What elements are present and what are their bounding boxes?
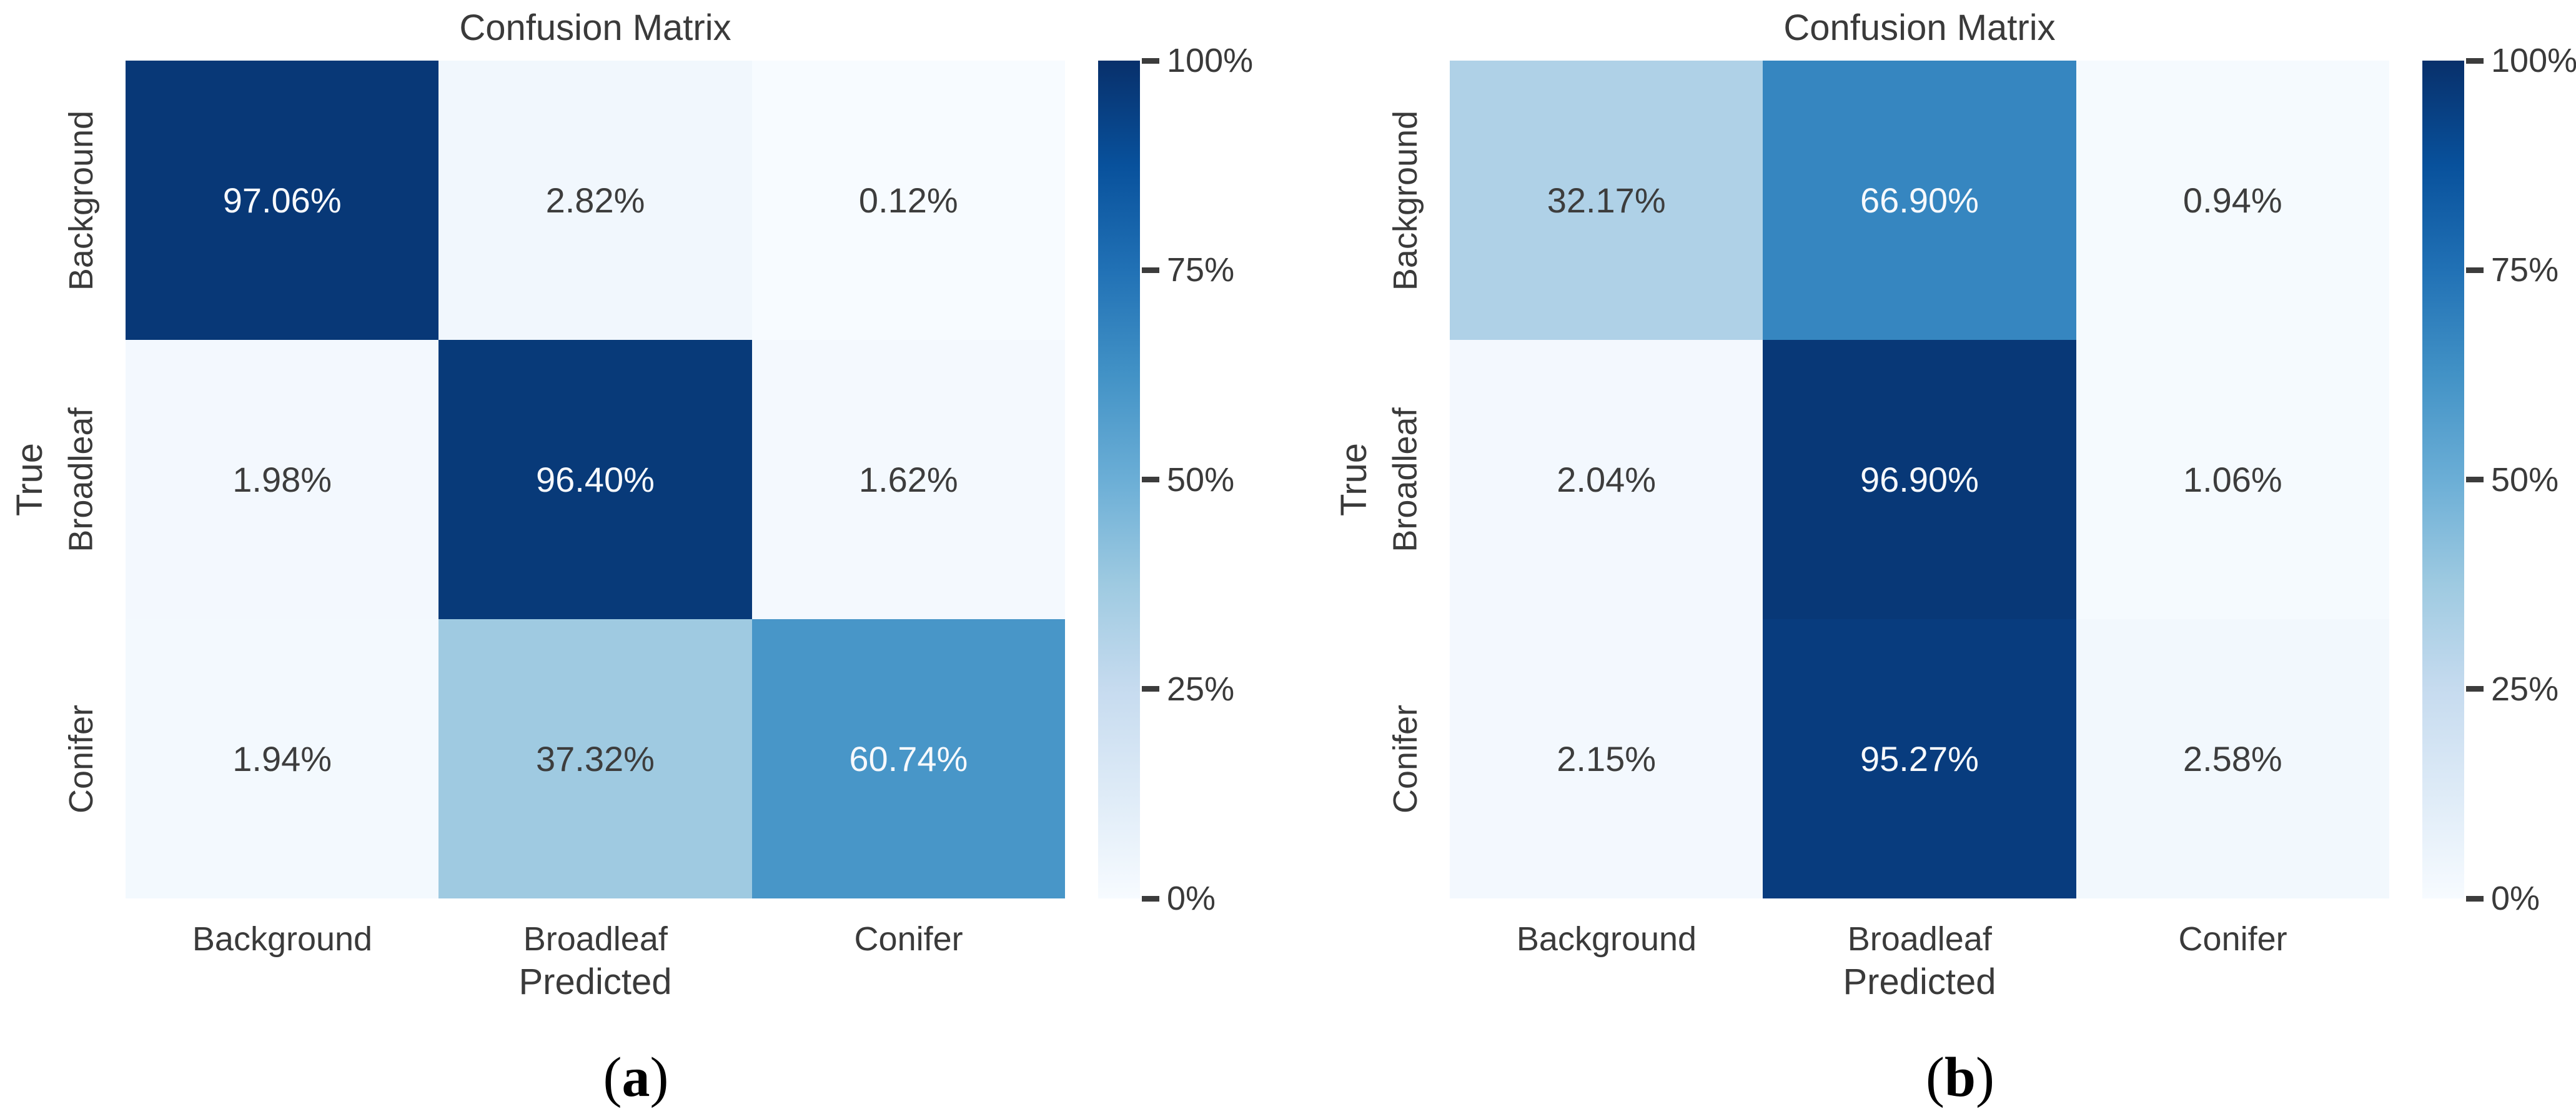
heatmap-cell-r1c1: 96.90%: [1763, 340, 2076, 619]
colorbar-tick-mark: [2466, 895, 2484, 902]
colorbar-tick-label-50: 50%: [2491, 460, 2559, 499]
heatmap-cell-r1c0: 1.98%: [126, 340, 439, 619]
colorbar-tick-label-100: 100%: [1167, 42, 1254, 79]
caption-a-open-paren: (: [603, 1047, 622, 1108]
colorbar-tick-mark: [2466, 477, 2484, 482]
caption-a: (a): [511, 1040, 761, 1116]
colorbar-tick-label-25: 25%: [1167, 670, 1235, 708]
heatmap-cell-r1c0: 2.04%: [1450, 340, 1763, 619]
heatmap-cell-r1c2: 1.62%: [751, 340, 1065, 619]
colorbar-tick-label-100: 100%: [2491, 42, 2576, 79]
heatmap-cell-r1c2: 1.06%: [2076, 340, 2389, 619]
caption-b-close-paren: ): [1976, 1047, 1995, 1108]
heatmap-grid: 97.06% 2.82% 0.12% 1.98% 96.40% 1.62% 1.94% 37.…: [126, 61, 1065, 898]
heatmap-cell-r2c0: 1.94%: [126, 619, 439, 898]
colorbar-gradient: [2422, 61, 2464, 898]
colorbar-tick-label-50: 50%: [1167, 460, 1235, 499]
y-tick-text: Background: [1387, 110, 1425, 291]
y-axis-title-wrap: True: [1330, 61, 1378, 898]
heatmap-cell-r0c1: 66.90%: [1763, 61, 2076, 340]
y-tick-label-background: Background: [1379, 61, 1432, 340]
x-axis-title: Predicted: [518, 962, 672, 1002]
y-tick-text: Background: [62, 110, 101, 291]
y-tick-label-conifer: Conifer: [1379, 619, 1432, 898]
colorbar-tick-mark: [1142, 895, 1159, 902]
heatmap-cell-r2c1: 95.27%: [1763, 619, 2076, 898]
heatmap-cell-r0c2: 0.12%: [751, 61, 1065, 340]
y-tick-text: Broadleaf: [1387, 407, 1425, 552]
caption-a-close-paren: ): [650, 1047, 669, 1108]
y-tick-label-conifer: Conifer: [55, 619, 107, 898]
chart-title: Confusion Matrix: [459, 7, 731, 48]
x-tick-label-background: Background: [1516, 920, 1697, 958]
y-axis-title-wrap: True: [6, 61, 54, 898]
y-tick-label-broadleaf: Broadleaf: [55, 340, 107, 619]
x-tick-label-conifer: Conifer: [2178, 920, 2287, 958]
colorbar-tick-label-75: 75%: [1167, 251, 1235, 289]
heatmap-cell-r0c0: 32.17%: [1450, 61, 1763, 340]
panel-b: Confusion Matrix True Background Broadlea…: [1324, 0, 2576, 1119]
colorbar-tick-mark: [1142, 267, 1159, 273]
caption-b-open-paren: (: [1925, 1047, 1944, 1108]
heatmap-cell-r0c1: 2.82%: [438, 61, 752, 340]
colorbar-tick-label-25: 25%: [2491, 670, 2559, 708]
heatmap-cell-r2c0: 2.15%: [1450, 619, 1763, 898]
heatmap-cell-r2c1: 37.32%: [438, 619, 752, 898]
x-tick-label-conifer: Conifer: [854, 920, 963, 958]
y-tick-text: Conifer: [62, 704, 101, 813]
colorbar-tick-mark: [2466, 267, 2484, 273]
y-tick-label-broadleaf: Broadleaf: [1379, 340, 1432, 619]
heatmap-grid: 32.17% 66.90% 0.94% 2.04% 96.90% 1.06% 2.15% 95…: [1450, 61, 2389, 898]
y-axis-title: True: [9, 442, 51, 517]
colorbar-tick-mark: [2466, 686, 2484, 692]
y-tick-text: Broadleaf: [62, 407, 101, 552]
x-tick-label-background: Background: [192, 920, 373, 958]
colorbar-tick-label-75: 75%: [2491, 251, 2559, 289]
colorbar-tick-label-0: 0%: [1167, 880, 1216, 917]
caption-b-letter: b: [1944, 1047, 1976, 1108]
x-tick-label-broadleaf: Broadleaf: [523, 920, 668, 958]
x-tick-label-broadleaf: Broadleaf: [1847, 920, 1992, 958]
caption-b: (b): [1835, 1040, 2085, 1116]
chart-title: Confusion Matrix: [1783, 7, 2056, 48]
heatmap-cell-r0c0: 97.06%: [126, 61, 439, 340]
heatmap-cell-r2c2: 2.58%: [2076, 619, 2389, 898]
colorbar-gradient: [1098, 61, 1140, 898]
colorbar-tick-label-0: 0%: [2491, 880, 2540, 917]
heatmap-cell-r1c1: 96.40%: [438, 340, 752, 619]
x-axis-title: Predicted: [1843, 962, 1996, 1002]
caption-a-letter: a: [622, 1047, 650, 1108]
colorbar-tick-mark: [2466, 57, 2484, 64]
colorbar-tick-mark: [1142, 57, 1159, 64]
panel-a: Confusion Matrix True Background Broadlea…: [0, 0, 1256, 1119]
heatmap-cell-r2c2: 60.74%: [751, 619, 1065, 898]
y-tick-text: Conifer: [1387, 704, 1425, 813]
y-tick-label-background: Background: [55, 61, 107, 340]
colorbar-tick-mark: [1142, 686, 1159, 692]
colorbar-tick-mark: [1142, 477, 1159, 482]
y-axis-title: True: [1334, 442, 1375, 517]
heatmap-cell-r0c2: 0.94%: [2076, 61, 2389, 340]
